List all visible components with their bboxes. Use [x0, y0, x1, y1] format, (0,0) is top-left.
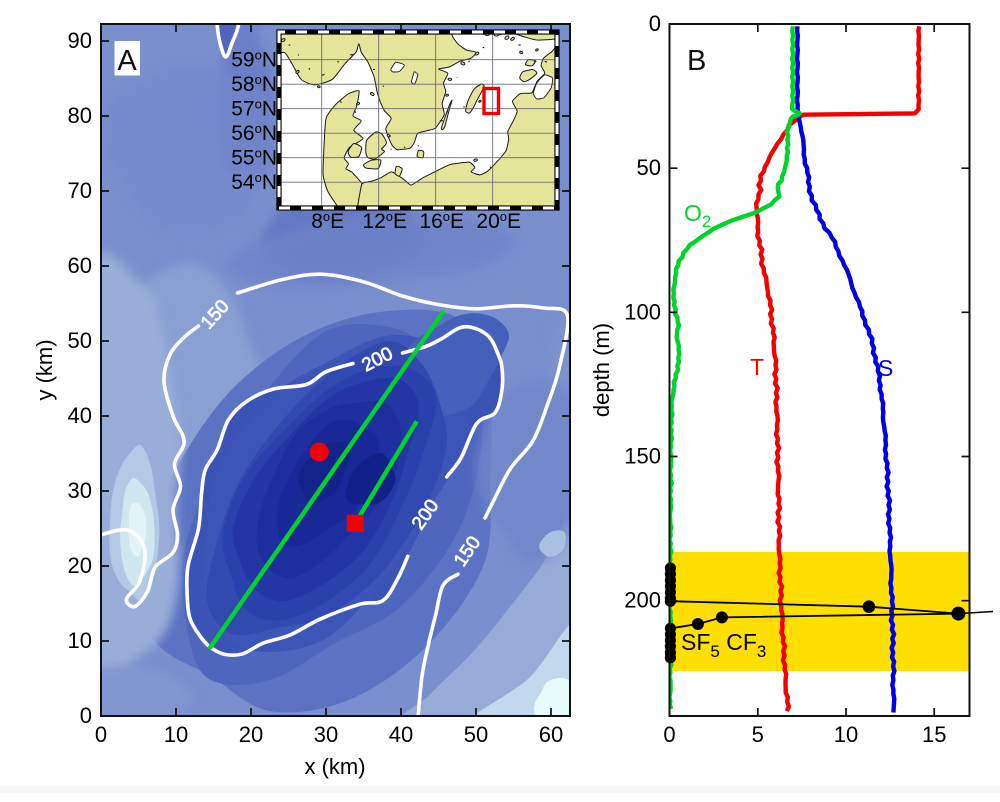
svg-text:x (km): x (km) — [304, 754, 365, 779]
svg-text:12oE: 12oE — [362, 209, 407, 233]
svg-text:70: 70 — [68, 178, 92, 203]
svg-text:150: 150 — [624, 444, 661, 469]
svg-text:60: 60 — [539, 722, 563, 747]
svg-text:30: 30 — [314, 722, 338, 747]
svg-text:depth (m): depth (m) — [589, 323, 614, 417]
svg-text:55oN: 55oN — [231, 146, 277, 170]
svg-text:S: S — [878, 355, 893, 381]
svg-text:16oE: 16oE — [419, 209, 464, 233]
svg-text:5: 5 — [752, 722, 764, 747]
svg-text:0: 0 — [95, 722, 107, 747]
svg-text:10: 10 — [834, 722, 858, 747]
svg-text:57oN: 57oN — [231, 97, 277, 121]
svg-text:0: 0 — [80, 703, 92, 728]
svg-text:40: 40 — [68, 403, 92, 428]
svg-text:54oN: 54oN — [231, 170, 277, 194]
svg-text:B: B — [687, 45, 706, 77]
svg-text:200: 200 — [624, 588, 661, 613]
svg-text:80: 80 — [68, 103, 92, 128]
svg-text:30: 30 — [68, 478, 92, 503]
svg-text:A: A — [117, 45, 137, 77]
svg-text:60: 60 — [68, 253, 92, 278]
svg-text:58oN: 58oN — [231, 72, 277, 96]
svg-text:56oN: 56oN — [231, 121, 277, 145]
svg-text:50: 50 — [68, 328, 92, 353]
svg-text:90: 90 — [68, 28, 92, 53]
svg-text:100: 100 — [624, 299, 661, 324]
svg-text:40: 40 — [389, 722, 413, 747]
svg-text:20: 20 — [68, 553, 92, 578]
svg-text:59oN: 59oN — [231, 48, 277, 72]
svg-text:20oE: 20oE — [476, 209, 521, 233]
svg-text:10: 10 — [164, 722, 188, 747]
svg-text:50: 50 — [637, 155, 661, 180]
svg-text:y (km): y (km) — [32, 339, 57, 400]
svg-text:15: 15 — [922, 722, 946, 747]
svg-text:10: 10 — [68, 628, 92, 653]
svg-text:0: 0 — [663, 722, 675, 747]
svg-text:0: 0 — [649, 11, 661, 36]
svg-text:20: 20 — [239, 722, 263, 747]
svg-text:50: 50 — [464, 722, 488, 747]
svg-text:T: T — [750, 354, 764, 380]
